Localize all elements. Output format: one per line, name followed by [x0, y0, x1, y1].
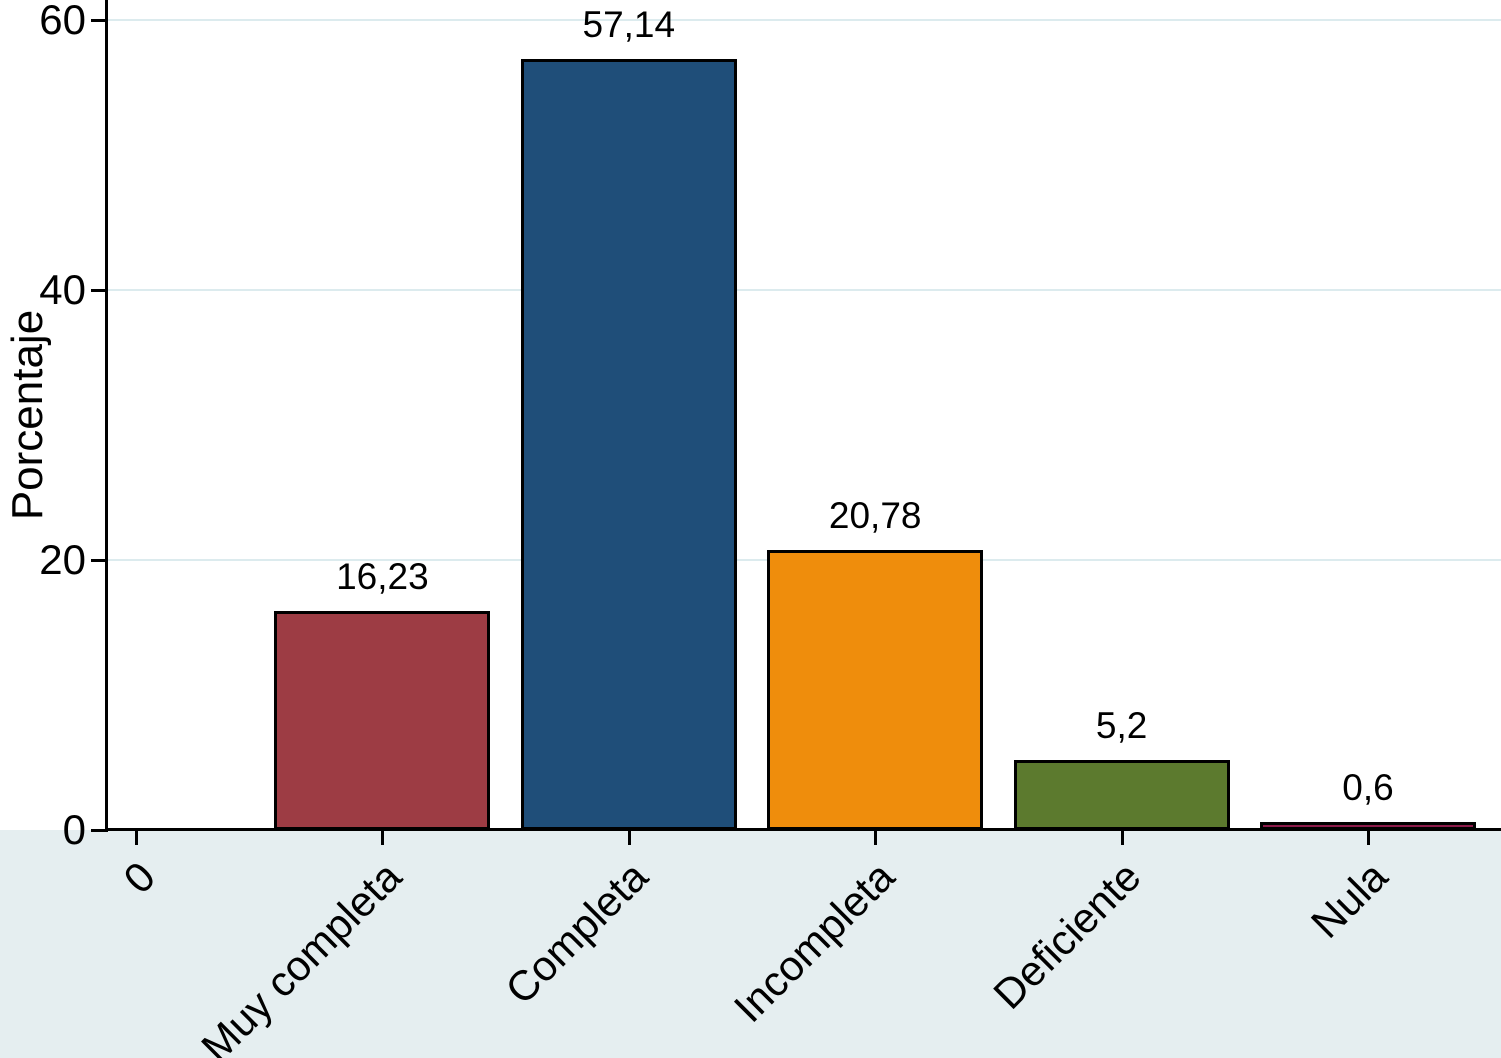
y-tick-mark [91, 829, 105, 832]
y-tick-label: 40 [39, 266, 86, 314]
bar [274, 610, 491, 830]
bar-value-label: 16,23 [336, 555, 429, 597]
y-tick-mark [91, 559, 105, 563]
y-axis-title: Porcentaje [3, 309, 52, 521]
x-tick-mark [1367, 831, 1370, 845]
x-tick-mark [1120, 831, 1124, 845]
y-tick-mark [91, 19, 105, 23]
x-tick-mark [381, 831, 385, 845]
x-axis-area [0, 830, 1501, 1058]
bar [767, 549, 984, 830]
bar-value-label: 0,6 [1342, 766, 1394, 808]
y-tick-label: 20 [39, 536, 86, 584]
gridline [108, 19, 1501, 22]
x-tick-mark [627, 831, 631, 845]
bar [520, 58, 737, 830]
y-axis-line [105, 0, 108, 832]
bar-value-label: 20,78 [828, 494, 922, 536]
bar-value-label: 57,14 [582, 3, 676, 45]
bar [1013, 759, 1230, 830]
x-tick-mark [874, 831, 878, 845]
y-tick-label: 0 [62, 806, 86, 853]
x-tick-mark [135, 831, 138, 845]
bar-value-label: 5,2 [1095, 704, 1148, 746]
x-axis-line [105, 828, 1501, 831]
y-tick-mark [91, 289, 105, 293]
y-tick-label: 60 [39, 0, 86, 44]
gridline [108, 289, 1501, 292]
